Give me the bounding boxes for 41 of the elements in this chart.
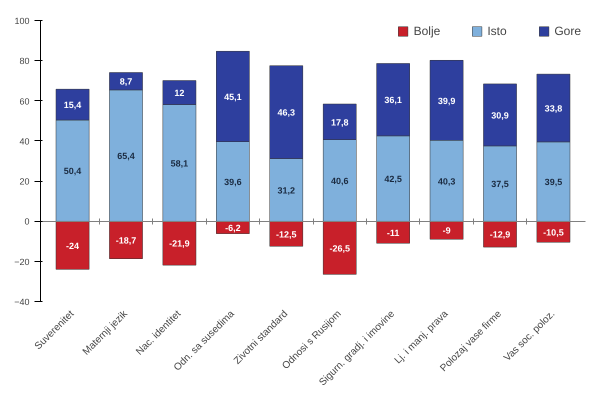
data-label: 58,1	[170, 158, 188, 168]
legend-label: Gore	[554, 24, 581, 38]
data-label: 39,6	[224, 176, 242, 187]
data-label: 12	[174, 88, 184, 98]
data-label: 39,9	[438, 96, 456, 106]
y-tick-label: 60	[19, 96, 30, 106]
data-label: 8,7	[120, 76, 132, 87]
data-label: 17,8	[330, 117, 348, 128]
y-tick-label: 100	[14, 16, 30, 26]
y-tick-label: 0	[24, 216, 30, 227]
data-label: 46,3	[278, 108, 296, 118]
data-label: 40,6	[330, 176, 348, 186]
y-tick-label: −20	[14, 256, 30, 267]
y-tick-label: 80	[19, 56, 30, 66]
data-label: 45,1	[224, 92, 242, 102]
data-label: -12,5	[276, 229, 297, 240]
data-label: -26,5	[329, 243, 350, 254]
data-label: -11	[386, 228, 400, 238]
data-label: 50,4	[64, 166, 82, 176]
data-label: -24	[66, 240, 80, 251]
y-tick-label: 20	[19, 176, 30, 187]
data-label: -12,9	[490, 230, 510, 240]
legend-label: Bolje	[414, 24, 440, 38]
data-label: -18,7	[116, 235, 136, 246]
data-label: 37,5	[491, 179, 509, 190]
data-label: 31,2	[278, 185, 296, 196]
data-label: 42,5	[384, 174, 402, 184]
data-label: 30,9	[491, 110, 509, 120]
data-label: 33,8	[544, 104, 562, 114]
data-label: -6,2	[225, 222, 241, 233]
data-label: -21,9	[169, 238, 190, 249]
y-tick-label: 40	[19, 136, 30, 146]
data-label: 65,4	[117, 151, 135, 162]
data-label: 39,5	[544, 177, 562, 188]
data-label: 36,1	[384, 95, 402, 106]
y-tick-label: −40	[14, 297, 30, 307]
legend-label: Isto	[487, 24, 508, 38]
data-label: 15,4	[64, 100, 82, 110]
data-label: 40,3	[438, 176, 456, 186]
data-label: -10,5	[543, 227, 564, 238]
data-label: -9	[442, 226, 451, 236]
